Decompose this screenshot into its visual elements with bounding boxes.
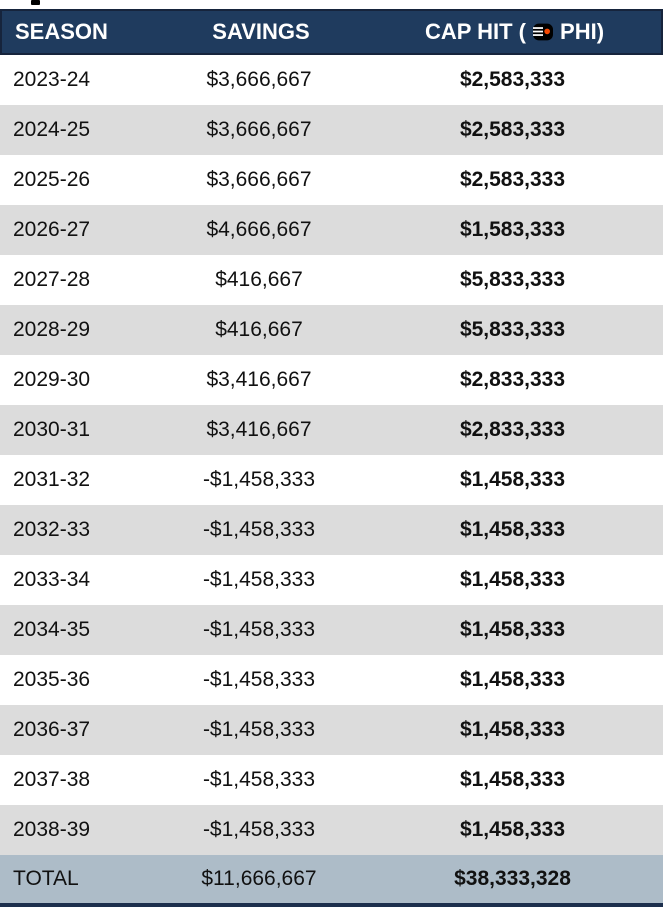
- table-body: 2023-24 $3,666,667 $2,583,333 2024-25 $3,666…: [0, 55, 663, 855]
- cap-hit-label-end: PHI): [560, 19, 605, 44]
- cap-hit-cell: $1,458,333: [459, 618, 566, 641]
- table-row: 2038-39 -$1,458,333 $1,458,333: [0, 805, 663, 855]
- savings-cell: -$1,458,333: [202, 568, 316, 591]
- cap-hit-cell: $1,458,333: [459, 568, 566, 591]
- savings-cell: -$1,458,333: [202, 668, 316, 691]
- season-cell: 2024-25: [13, 118, 91, 141]
- season-cell: 2034-35: [13, 618, 91, 641]
- season-cell: 2030-31: [13, 418, 91, 441]
- cap-hit-label-start: CAP HIT (: [424, 19, 527, 44]
- season-cell: 2038-39: [13, 818, 91, 841]
- table-row: 2037-38 -$1,458,333 $1,458,333: [0, 755, 663, 805]
- cap-hit-cell: $1,458,333: [459, 668, 566, 691]
- total-cap-hit-cell: $38,333,328: [454, 867, 571, 890]
- table-row: 2031-32 -$1,458,333 $1,458,333: [0, 455, 663, 505]
- savings-cell: $3,416,667: [206, 368, 312, 391]
- season-cell: 2036-37: [13, 718, 91, 741]
- cap-hit-cell: $1,458,333: [459, 768, 566, 791]
- cap-hit-cell: $5,833,333: [459, 268, 566, 291]
- savings-cell: $416,667: [215, 318, 303, 341]
- cap-hit-cell: $1,458,333: [459, 818, 566, 841]
- cap-hit-cell: $1,458,333: [459, 718, 566, 741]
- cap-hit-cell: $1,458,333: [459, 468, 566, 491]
- savings-cell: -$1,458,333: [202, 468, 316, 491]
- savings-cell: -$1,458,333: [202, 718, 316, 741]
- column-header-cap-hit: CAP HIT ( PHI): [374, 19, 655, 45]
- season-cell: 2027-28: [13, 268, 91, 291]
- table-row: 2023-24 $3,666,667 $2,583,333: [0, 55, 663, 105]
- season-cell: 2029-30: [13, 368, 91, 391]
- season-cell: 2032-33: [13, 518, 91, 541]
- table-total-row: TOTAL $11,666,667 $38,333,328: [0, 855, 663, 903]
- total-label-cell: TOTAL: [13, 867, 79, 890]
- savings-cell: -$1,458,333: [202, 518, 316, 541]
- season-cell: 2023-24: [13, 68, 91, 91]
- table-bottom-border: [0, 903, 663, 907]
- table-row: 2034-35 -$1,458,333 $1,458,333: [0, 605, 663, 655]
- cropped-text-fragment: [31, 0, 40, 5]
- savings-cell: -$1,458,333: [202, 618, 316, 641]
- table-row: 2033-34 -$1,458,333 $1,458,333: [0, 555, 663, 605]
- cap-hit-cell: $2,583,333: [459, 168, 566, 191]
- table-row: 2035-36 -$1,458,333 $1,458,333: [0, 655, 663, 705]
- table-row: 2028-29 $416,667 $5,833,333: [0, 305, 663, 355]
- buyout-table: SEASON SAVINGS CAP HIT ( PHI) 2023-24 $3,…: [0, 9, 663, 907]
- savings-cell: -$1,458,333: [202, 768, 316, 791]
- table-row: 2029-30 $3,416,667 $2,833,333: [0, 355, 663, 405]
- table-row: 2032-33 -$1,458,333 $1,458,333: [0, 505, 663, 555]
- savings-cell: $3,416,667: [206, 418, 312, 441]
- table-row: 2036-37 -$1,458,333 $1,458,333: [0, 705, 663, 755]
- cap-hit-cell: $2,583,333: [459, 118, 566, 141]
- cap-hit-cell: $2,583,333: [459, 68, 566, 91]
- season-cell: 2031-32: [13, 468, 91, 491]
- season-cell: 2028-29: [13, 318, 91, 341]
- cap-hit-cell: $5,833,333: [459, 318, 566, 341]
- season-cell: 2025-26: [13, 168, 91, 191]
- cap-hit-cell: $1,583,333: [459, 218, 566, 241]
- table-row: 2027-28 $416,667 $5,833,333: [0, 255, 663, 305]
- savings-cell: -$1,458,333: [202, 818, 316, 841]
- savings-cell: $416,667: [215, 268, 303, 291]
- season-cell: 2037-38: [13, 768, 91, 791]
- season-cell: 2035-36: [13, 668, 91, 691]
- table-row: 2030-31 $3,416,667 $2,833,333: [0, 405, 663, 455]
- column-header-season: SEASON: [15, 19, 108, 44]
- season-cell: 2033-34: [13, 568, 91, 591]
- savings-cell: $3,666,667: [206, 168, 312, 191]
- table-header-row: SEASON SAVINGS CAP HIT ( PHI): [0, 9, 663, 55]
- savings-cell: $4,666,667: [206, 218, 312, 241]
- savings-cell: $3,666,667: [206, 118, 312, 141]
- column-header-savings: SAVINGS: [212, 19, 310, 44]
- season-cell: 2026-27: [13, 218, 91, 241]
- cap-hit-cell: $2,833,333: [459, 418, 566, 441]
- savings-cell: $3,666,667: [206, 68, 312, 91]
- table-row: 2026-27 $4,666,667 $1,583,333: [0, 205, 663, 255]
- total-savings-cell: $11,666,667: [201, 867, 317, 890]
- table-row: 2025-26 $3,666,667 $2,583,333: [0, 155, 663, 205]
- philadelphia-flyers-logo-icon: [533, 23, 554, 41]
- table-row: 2024-25 $3,666,667 $2,583,333: [0, 105, 663, 155]
- cap-hit-cell: $2,833,333: [459, 368, 566, 391]
- cap-hit-cell: $1,458,333: [459, 518, 566, 541]
